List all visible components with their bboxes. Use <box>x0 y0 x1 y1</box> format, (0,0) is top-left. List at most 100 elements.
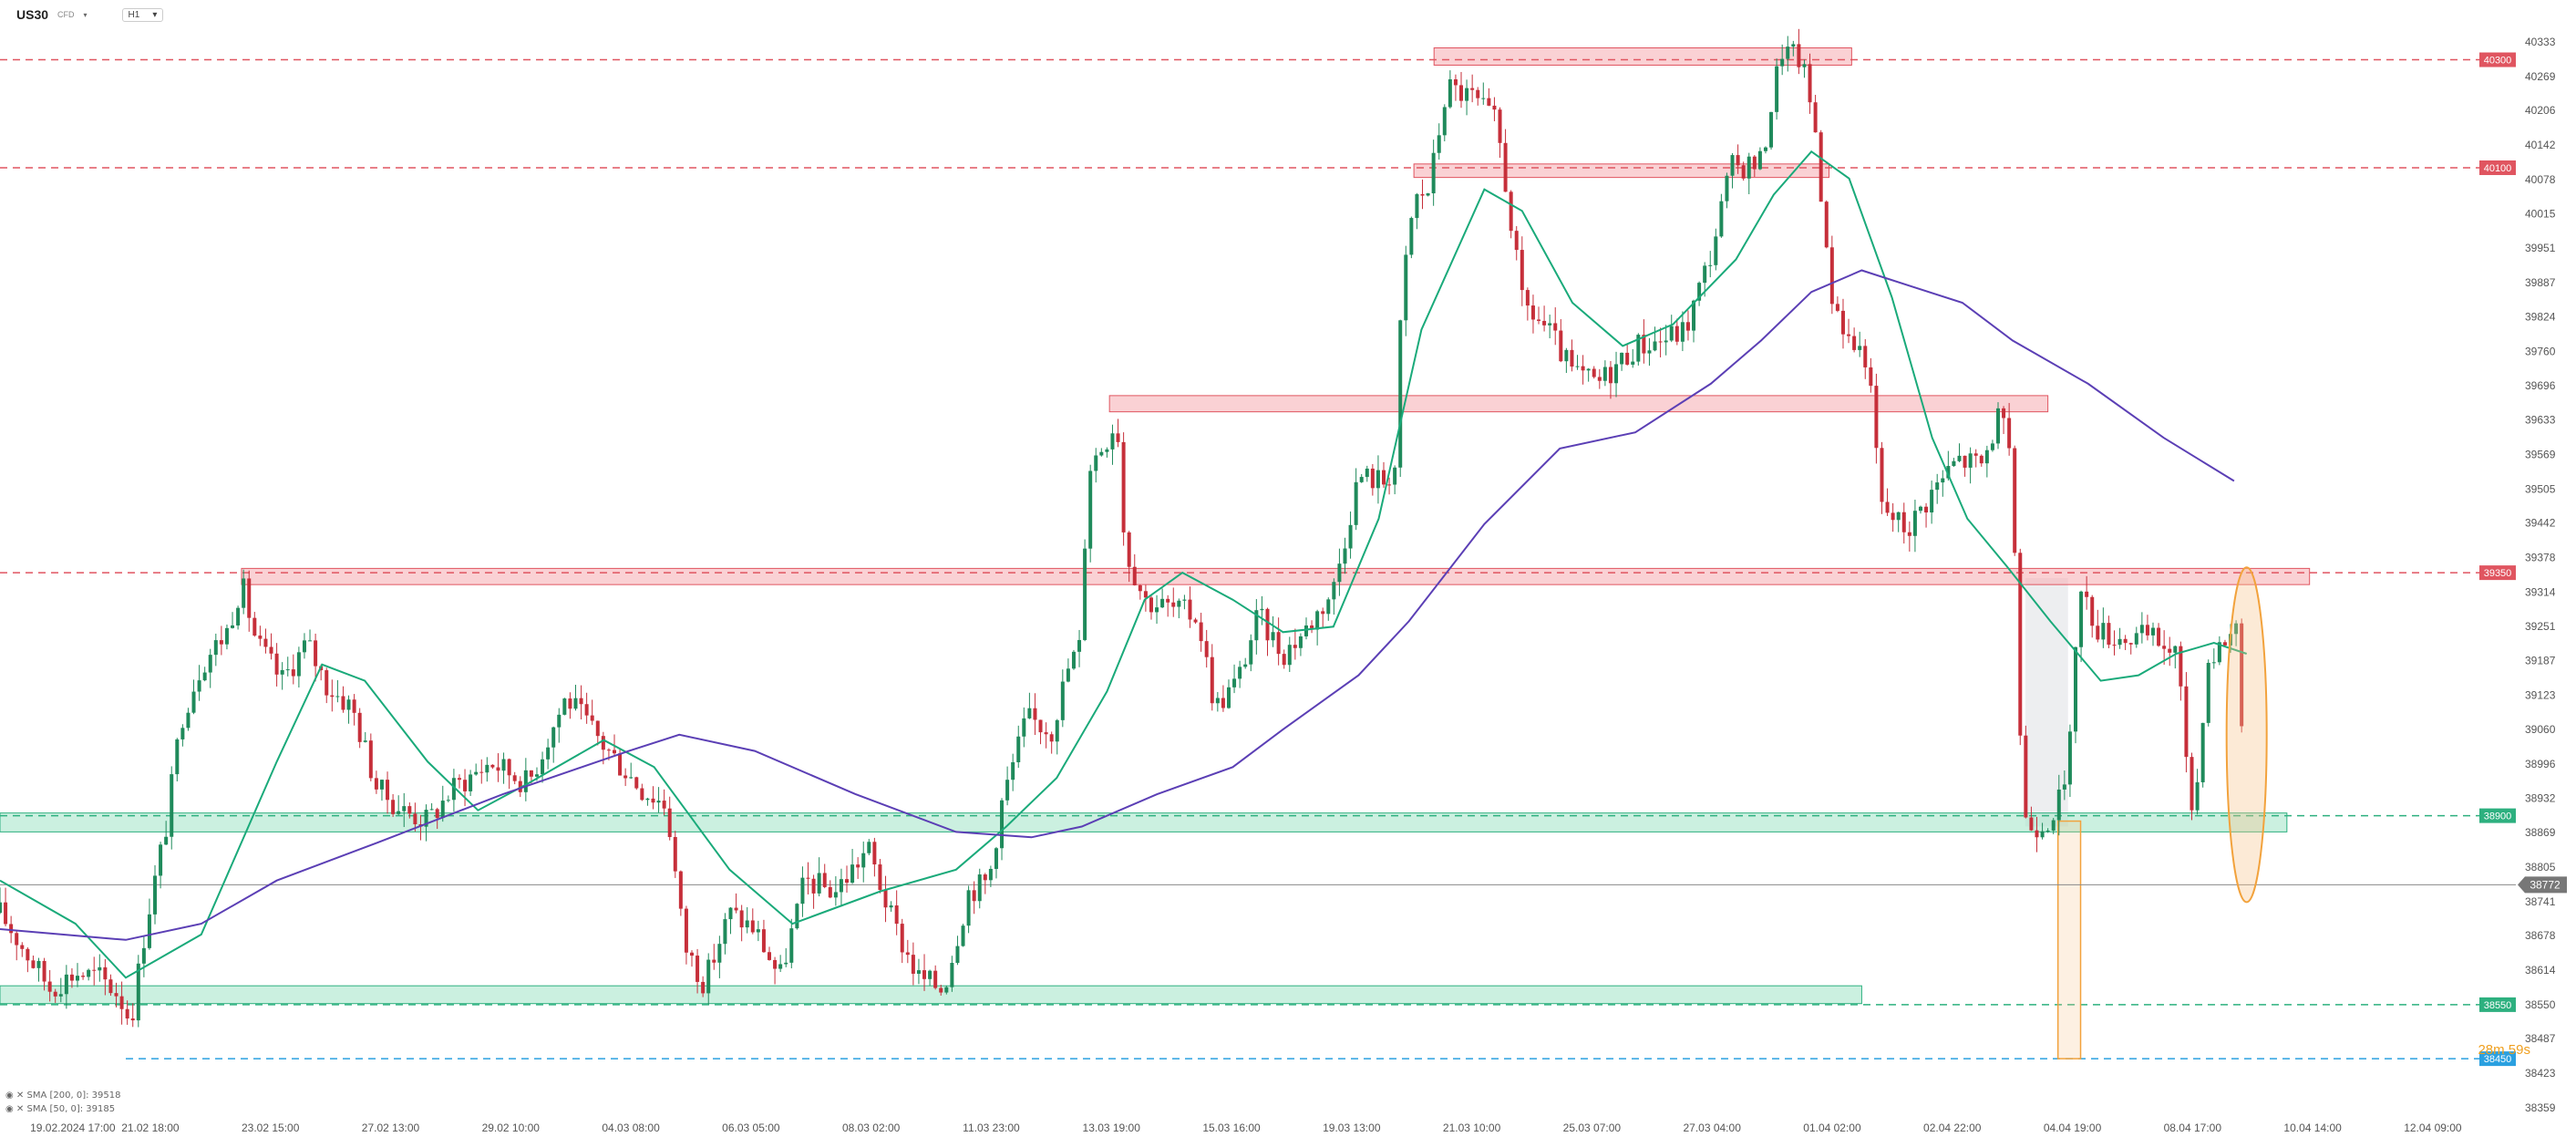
candle[interactable] <box>42 960 46 982</box>
candle[interactable] <box>1581 366 1585 371</box>
candle[interactable] <box>1332 582 1336 600</box>
candle[interactable] <box>125 1008 129 1018</box>
candle[interactable] <box>2211 662 2216 664</box>
candle[interactable] <box>623 775 628 779</box>
candle[interactable] <box>357 712 362 742</box>
candle[interactable] <box>1880 448 1884 502</box>
candle[interactable] <box>1271 632 1275 641</box>
candle[interactable] <box>1232 678 1237 687</box>
candle[interactable] <box>191 691 196 713</box>
candle[interactable] <box>247 578 252 618</box>
candle[interactable] <box>1780 58 1785 67</box>
candle[interactable] <box>231 625 235 628</box>
candle[interactable] <box>2035 830 2039 838</box>
candle[interactable] <box>64 974 68 995</box>
candle[interactable] <box>374 778 378 790</box>
candle[interactable] <box>2162 646 2167 649</box>
candle[interactable] <box>1653 341 1657 351</box>
candle[interactable] <box>2222 642 2227 646</box>
candle[interactable] <box>159 844 163 876</box>
candle[interactable] <box>1564 349 1569 362</box>
candle[interactable] <box>894 905 899 925</box>
candle[interactable] <box>768 952 772 960</box>
candle[interactable] <box>1680 322 1685 342</box>
candle[interactable] <box>1674 326 1679 342</box>
candle[interactable] <box>1177 600 1181 607</box>
candle[interactable] <box>496 767 500 771</box>
candle[interactable] <box>1348 524 1353 549</box>
candle[interactable] <box>712 959 716 963</box>
candle[interactable] <box>507 759 511 776</box>
candle[interactable] <box>994 848 998 869</box>
candle[interactable] <box>92 969 97 971</box>
candle[interactable] <box>490 764 495 768</box>
candle[interactable] <box>15 933 19 946</box>
candle[interactable] <box>1055 719 1059 742</box>
resistance-zone[interactable] <box>1413 163 1830 179</box>
candle[interactable] <box>900 924 904 953</box>
candle[interactable] <box>678 871 683 909</box>
indicator-eye-icon[interactable]: ◉ ✕ <box>5 1104 25 1114</box>
candle[interactable] <box>236 607 241 625</box>
candle[interactable] <box>1586 368 1591 371</box>
candle[interactable] <box>1769 111 1774 148</box>
candle[interactable] <box>845 879 850 884</box>
candle[interactable] <box>1952 460 1956 467</box>
candle[interactable] <box>186 712 191 729</box>
candle[interactable] <box>701 981 706 994</box>
candle[interactable] <box>31 960 36 968</box>
candle[interactable] <box>1658 341 1663 343</box>
candle[interactable] <box>208 655 212 673</box>
candle[interactable] <box>1022 718 1026 737</box>
candle[interactable] <box>629 777 634 779</box>
candle[interactable] <box>451 778 456 801</box>
candle[interactable] <box>69 974 74 981</box>
candle[interactable] <box>1719 201 1724 237</box>
candle[interactable] <box>750 920 755 933</box>
candle[interactable] <box>828 886 832 898</box>
candle[interactable] <box>1298 636 1303 648</box>
candle[interactable] <box>1382 470 1386 485</box>
candle[interactable] <box>314 640 318 667</box>
candle[interactable] <box>1874 386 1879 449</box>
candle[interactable] <box>1282 654 1286 666</box>
candle[interactable] <box>4 902 8 925</box>
candle[interactable] <box>1840 310 1845 335</box>
candle[interactable] <box>130 1018 135 1021</box>
candle[interactable] <box>1592 368 1596 377</box>
candle[interactable] <box>806 877 810 879</box>
candle[interactable] <box>1559 330 1563 362</box>
candle[interactable] <box>728 907 733 920</box>
candle[interactable] <box>839 879 843 893</box>
candle[interactable] <box>346 699 351 710</box>
level-badge-40100[interactable] <box>2479 160 2516 175</box>
candle[interactable] <box>9 924 14 934</box>
candle[interactable] <box>58 994 63 997</box>
candle[interactable] <box>1891 512 1895 521</box>
candle[interactable] <box>2067 731 2072 785</box>
candle[interactable] <box>944 987 949 993</box>
candle[interactable] <box>867 842 871 853</box>
candle[interactable] <box>1365 468 1369 478</box>
candle[interactable] <box>562 698 567 715</box>
candle[interactable] <box>2018 553 2023 736</box>
indicator-eye-icon[interactable]: ◉ ✕ <box>5 1090 25 1101</box>
candle[interactable] <box>252 617 257 636</box>
candle[interactable] <box>2117 638 2122 646</box>
resistance-zone[interactable] <box>1108 395 2049 413</box>
candle[interactable] <box>1459 85 1464 101</box>
candle[interactable] <box>1636 335 1641 362</box>
candle[interactable] <box>1215 698 1220 704</box>
candle[interactable] <box>242 578 246 608</box>
candle[interactable] <box>2190 757 2194 811</box>
candle[interactable] <box>147 914 151 948</box>
candle[interactable] <box>2234 623 2239 635</box>
candle[interactable] <box>2168 648 2172 653</box>
candle[interactable] <box>1907 532 1911 536</box>
indicator-sma50[interactable]: ◉ ✕ SMA [50, 0]: 39185 <box>5 1104 115 1114</box>
candle[interactable] <box>955 946 960 964</box>
candle[interactable] <box>1193 619 1198 623</box>
candle[interactable] <box>153 875 158 915</box>
candle[interactable] <box>612 749 616 754</box>
candle[interactable] <box>1537 319 1541 321</box>
